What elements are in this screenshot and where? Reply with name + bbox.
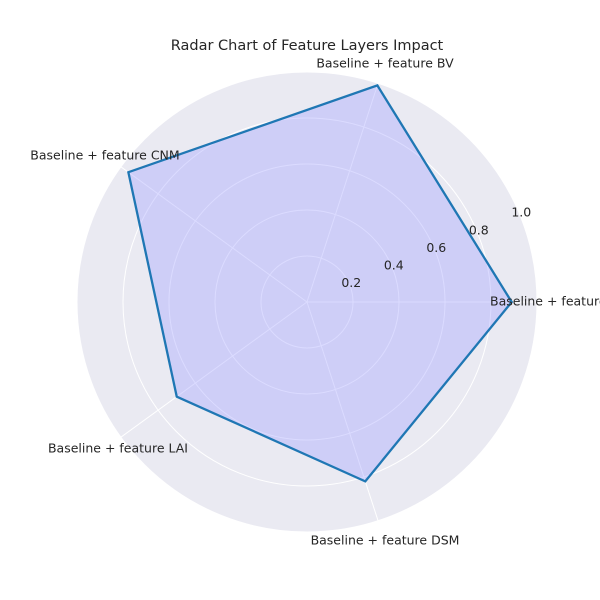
spoke-line-4 (120, 301, 308, 438)
chart-title: Radar Chart of Feature Layers Impact (171, 38, 444, 54)
r-tick-label-3: 0.6 (426, 240, 446, 255)
series-line (127, 84, 514, 483)
series-area-fill (128, 85, 512, 482)
r-tick-label-5: 1.0 (511, 205, 531, 220)
r-tick-label-2: 0.4 (384, 258, 404, 273)
spoke-line-2 (306, 83, 379, 303)
axis-category-label-2: Baseline + feature BV (316, 56, 454, 71)
axis-category-label-1: Baseline + feature SAR (490, 294, 600, 309)
plot-area: 0.2 0.4 0.6 0.8 1.0 Baseline + feature SAR Bas… (30, 56, 600, 548)
r-tick-label-4: 0.8 (469, 222, 489, 237)
axis-category-label-4: Baseline + feature LAI (48, 441, 188, 456)
spoke-line-3 (120, 166, 308, 303)
axis-category-label-3: Baseline + feature CNM (30, 148, 179, 163)
axis-category-label-5: Baseline + feature DSM (311, 533, 460, 548)
spoke-line-5 (306, 301, 379, 521)
r-tick-label-1: 0.2 (341, 275, 361, 290)
